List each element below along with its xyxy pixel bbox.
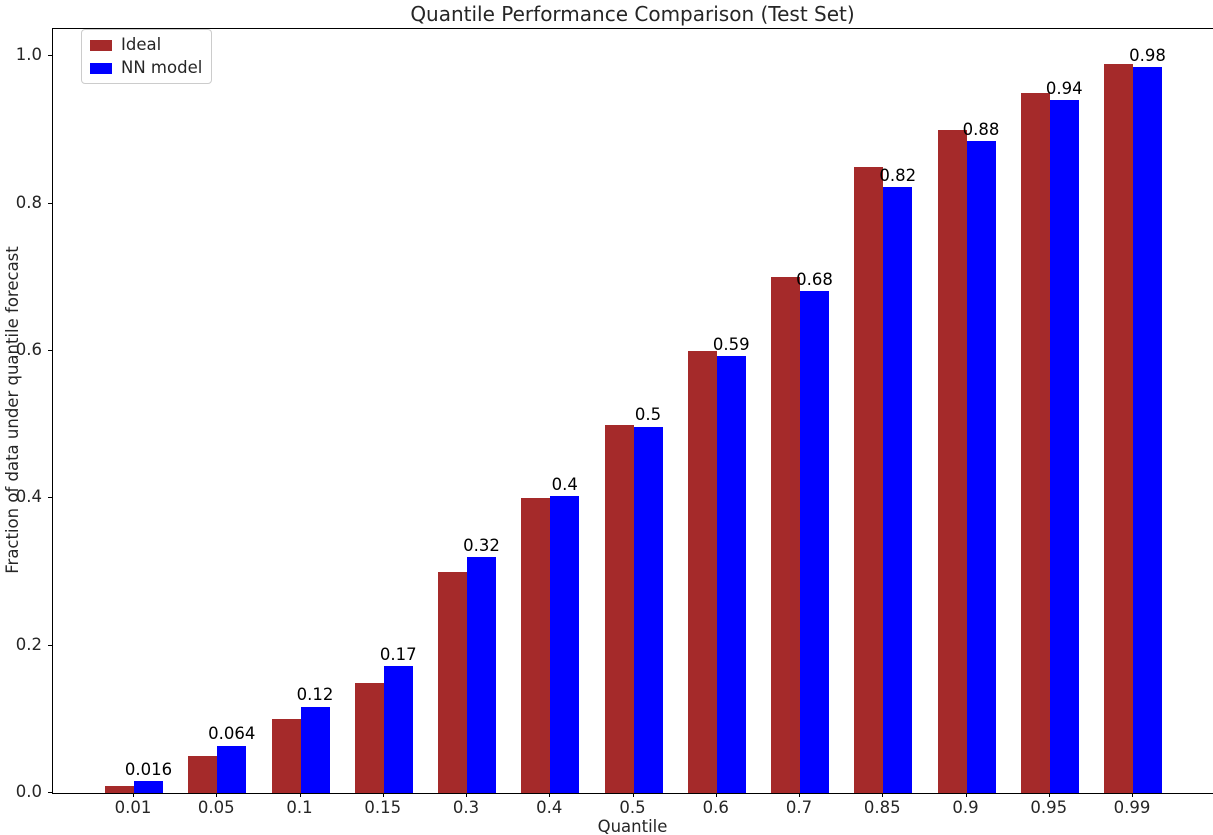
bar-value-label: 0.5 (634, 405, 662, 425)
bar-ideal (937, 129, 967, 793)
bar-ideal (1020, 93, 1050, 793)
x-tick-mark (382, 793, 384, 797)
bar-value-label: 0.68 (796, 269, 833, 289)
bar-ideal (604, 424, 634, 793)
bar-value-label: 0.94 (1045, 78, 1083, 98)
legend-swatch-nn-model (90, 62, 112, 74)
legend-swatch-ideal (90, 39, 112, 51)
bar-value-label: 0.016 (124, 759, 173, 779)
y-tick-label: 1.0 (15, 45, 42, 64)
x-tick-label: 0.99 (1113, 798, 1151, 817)
y-tick-label: 0.8 (15, 192, 42, 212)
bar-value-label: 0.32 (463, 535, 500, 555)
bar-value-label: 0.4 (551, 474, 578, 494)
bar-nn-model (883, 187, 913, 793)
y-axis-label: Fraction of data under quantile forecast (2, 246, 22, 574)
x-tick-mark (133, 793, 134, 797)
bar-nn-model (1133, 67, 1162, 793)
legend-item-ideal: Ideal (90, 35, 202, 54)
chart-title: Quantile Performance Comparison (Test Se… (410, 2, 855, 26)
x-tick-label: 0.95 (1030, 798, 1068, 817)
bar-ideal (271, 719, 301, 793)
x-tick-mark (549, 793, 551, 797)
bar-nn-model (800, 291, 829, 793)
plot-area: 0.016 0.064 0.12 0.17 0.32 0.4 0.5 0.59 0.68 0.82… (52, 28, 1213, 794)
bar-ideal (438, 571, 467, 793)
bar-ideal (1104, 63, 1133, 793)
x-tick-mark (216, 793, 218, 797)
x-tick-mark (1048, 793, 1050, 797)
bar-nn-model (966, 141, 996, 793)
bar-nn-model (134, 781, 163, 793)
x-tick-mark (299, 793, 301, 797)
x-tick-mark (466, 793, 467, 797)
bar-ideal (188, 756, 218, 793)
bar-ideal (105, 785, 134, 793)
x-tick-label: 0.1 (286, 798, 313, 817)
bar-value-label: 0.59 (712, 334, 750, 354)
bar-value-label: 0.12 (296, 685, 334, 705)
bar-nn-model (467, 557, 496, 793)
y-tick-label: 0.4 (15, 487, 42, 507)
x-tick-mark (799, 793, 800, 797)
x-tick-label: 0.01 (114, 798, 152, 817)
x-axis-label: Quantile (597, 817, 668, 835)
x-tick-label: 0.6 (702, 798, 729, 817)
bar-nn-model (217, 745, 247, 793)
y-tick-mark (48, 349, 52, 351)
y-tick-label: 0.6 (15, 339, 42, 359)
legend-item-nn-model: NN model (90, 58, 203, 78)
bar-value-label: 0.82 (879, 165, 917, 185)
y-tick-label: 0.2 (15, 634, 42, 654)
x-tick-label: 0.5 (619, 798, 646, 817)
x-tick-mark (882, 793, 884, 797)
y-tick-mark (48, 644, 52, 646)
bar-ideal (354, 682, 384, 793)
y-tick-label: 0.0 (15, 781, 42, 801)
x-tick-label: 0.15 (364, 798, 402, 817)
bar-ideal (687, 350, 717, 793)
bar-value-label: 0.064 (208, 724, 256, 744)
x-tick-label: 0.3 (452, 798, 480, 817)
x-tick-label: 0.4 (536, 798, 563, 817)
y-tick-mark (48, 202, 52, 204)
y-tick-mark (48, 792, 52, 793)
bar-ideal (854, 166, 884, 793)
x-tick-label: 0.85 (863, 798, 901, 817)
x-tick-label: 0.7 (785, 798, 813, 817)
bar-nn-model (1049, 100, 1079, 793)
bar-value-label: 0.17 (379, 644, 417, 664)
x-tick-mark (965, 793, 967, 797)
x-tick-mark (1132, 793, 1133, 797)
x-tick-label: 0.05 (197, 798, 235, 817)
bar-nn-model (716, 356, 746, 793)
bar-ideal (771, 277, 800, 793)
legend: Ideal NN model (81, 29, 213, 85)
x-tick-label: 0.9 (952, 798, 979, 817)
bar-nn-model (300, 706, 330, 793)
bar-nn-model (383, 666, 413, 793)
legend-label-nn-model: NN model (121, 58, 203, 78)
legend-label-ideal: Ideal (121, 35, 162, 54)
bar-value-label: 0.98 (1129, 45, 1166, 65)
y-tick-mark (48, 497, 52, 499)
x-tick-mark (632, 793, 634, 797)
bar-nn-model (633, 426, 663, 793)
bar-ideal (521, 498, 551, 793)
bar-value-label: 0.88 (962, 119, 1000, 139)
y-tick-mark (48, 55, 52, 57)
bar-nn-model (550, 496, 580, 793)
x-tick-mark (715, 793, 717, 797)
